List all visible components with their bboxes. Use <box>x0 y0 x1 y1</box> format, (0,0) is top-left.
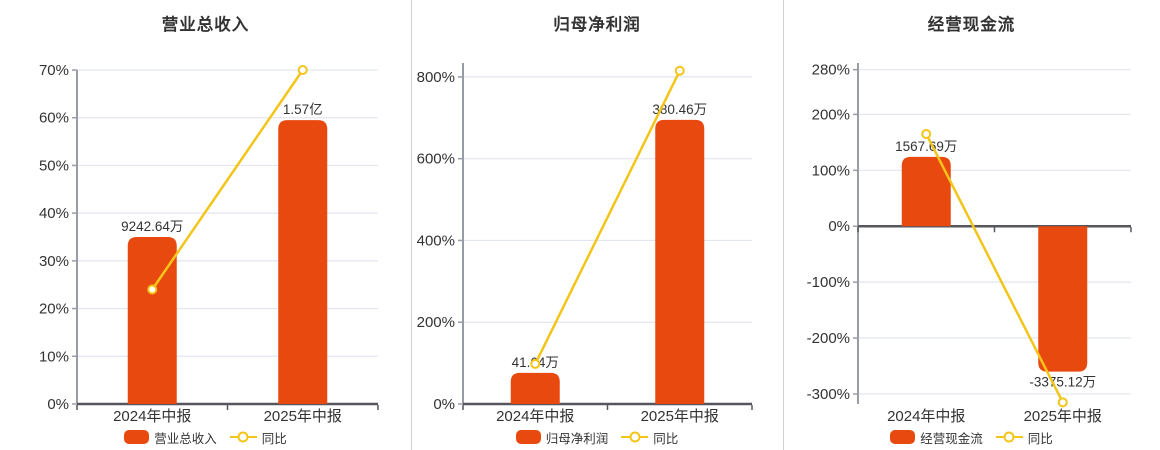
chart-panel-operating-revenue: 营业总收入 70% 60% 50% 40% 30% 20% 10% 0% 9242.64万 1.5… <box>0 0 411 450</box>
y-tick-label: 0% <box>47 396 69 413</box>
y-tick-label: 280% <box>812 62 850 79</box>
y-tick-label: 20% <box>39 301 69 318</box>
bar-value-label: 9242.64万 <box>121 219 183 234</box>
y-tick-label: 60% <box>39 110 69 127</box>
legend-line-label: 同比 <box>1027 431 1053 446</box>
x-category-label: 2025年中报 <box>1024 408 1102 425</box>
x-category-label: 2025年中报 <box>641 408 719 425</box>
chart-legend: 营业总收入 同比 <box>0 428 411 446</box>
bar-2024年中报[interactable] <box>510 372 560 404</box>
y-tick-label: 200% <box>417 314 455 331</box>
panel-divider <box>411 0 412 450</box>
y-tick-label: 0% <box>828 218 850 235</box>
chart-plot: 70% 60% 50% 40% 30% 20% 10% 0% 9242.64万 1.57亿 2024… <box>39 62 379 425</box>
legend-item-line[interactable]: 同比 <box>229 428 287 447</box>
bar-2025年中报[interactable] <box>655 119 705 404</box>
x-category-label: 2024年中报 <box>496 408 574 425</box>
bar-value-label: 1567.69万 <box>895 139 957 154</box>
line-marker-icon <box>995 430 1023 444</box>
y-tick-label: 50% <box>39 157 69 174</box>
y-tick-label: 100% <box>812 162 850 179</box>
bar-2024年中报[interactable] <box>127 237 177 404</box>
chart-title: 营业总收入 <box>161 16 250 34</box>
line-marker-icon <box>621 430 649 444</box>
y-tick-label: 30% <box>39 253 69 270</box>
y-tick-label: -200% <box>807 330 850 347</box>
legend-line-label: 同比 <box>261 431 287 446</box>
y-tick-label: 200% <box>812 106 850 123</box>
yoy-line-point-2025年中报[interactable] <box>297 65 308 75</box>
bar-value-label: -3375.12万 <box>1029 375 1096 390</box>
legend-item-bar[interactable]: 经营现金流 <box>890 428 983 447</box>
legend-bar-label: 经营现金流 <box>920 431 983 446</box>
y-tick-label: -100% <box>807 274 850 291</box>
panel-divider <box>783 0 784 450</box>
legend-bar-label: 归母净利润 <box>545 431 609 446</box>
bar-swatch-icon <box>124 430 150 444</box>
chart-legend: 归母净利润 同比 <box>411 428 783 446</box>
bar-2025年中报[interactable] <box>278 120 328 404</box>
chart-panel-operating-cash-flow: 经营现金流 280% 200% 100% 0% -100% -200% -300% 1567.… <box>783 0 1160 450</box>
y-tick-label: -300% <box>807 386 850 403</box>
chart-panel-net-profit: 归母净利润 800%600%400%200%0%41.64万380.46万202… <box>411 0 783 450</box>
y-tick-label: 0% <box>433 396 455 413</box>
bar-value-label: 380.46万 <box>652 102 707 117</box>
x-category-label: 2024年中报 <box>113 408 191 425</box>
x-category-label: 2025年中报 <box>264 408 342 425</box>
chart-plot: 280% 200% 100% 0% -100% -200% -300% 1567.69万 -33… <box>807 62 1132 425</box>
yoy-line-point-2025年中报[interactable] <box>1057 397 1068 408</box>
yoy-line <box>534 70 681 365</box>
bar-2024年中报[interactable] <box>901 156 951 227</box>
chart-plot: 800%600%400%200%0%41.64万380.46万2024年中报20… <box>417 63 753 425</box>
yoy-line <box>925 133 1064 403</box>
yoy-line <box>151 69 304 291</box>
legend-line-label: 同比 <box>653 431 679 446</box>
yoy-line-point-2024年中报[interactable] <box>147 284 158 295</box>
x-category-label: 2024年中报 <box>887 408 965 425</box>
line-marker-icon <box>229 430 257 444</box>
legend-item-line[interactable]: 同比 <box>995 428 1053 447</box>
y-tick-label: 40% <box>39 205 69 222</box>
y-tick-label: 10% <box>39 348 69 365</box>
legend-item-bar[interactable]: 归母净利润 <box>515 428 609 447</box>
bar-2025年中报[interactable] <box>1038 226 1088 372</box>
bar-swatch-icon <box>890 430 916 444</box>
bar-value-label: 1.57亿 <box>283 102 323 117</box>
legend-bar-label: 营业总收入 <box>154 431 217 446</box>
legend-item-bar[interactable]: 营业总收入 <box>124 428 217 447</box>
yoy-line-point-2024年中报[interactable] <box>530 358 541 369</box>
legend-item-line[interactable]: 同比 <box>621 428 678 447</box>
y-tick-label: 70% <box>39 62 69 79</box>
yoy-line-point-2024年中报[interactable] <box>921 128 932 139</box>
chart-legend: 经营现金流 同比 <box>783 428 1160 446</box>
y-tick-label: 600% <box>417 151 455 168</box>
y-tick-label: 800% <box>417 69 455 86</box>
chart-title: 归母净利润 <box>553 16 641 34</box>
yoy-line-point-2025年中报[interactable] <box>674 65 685 76</box>
bar-swatch-icon <box>515 430 541 444</box>
chart-title: 经营现金流 <box>927 16 1016 34</box>
y-tick-label: 400% <box>417 232 455 249</box>
